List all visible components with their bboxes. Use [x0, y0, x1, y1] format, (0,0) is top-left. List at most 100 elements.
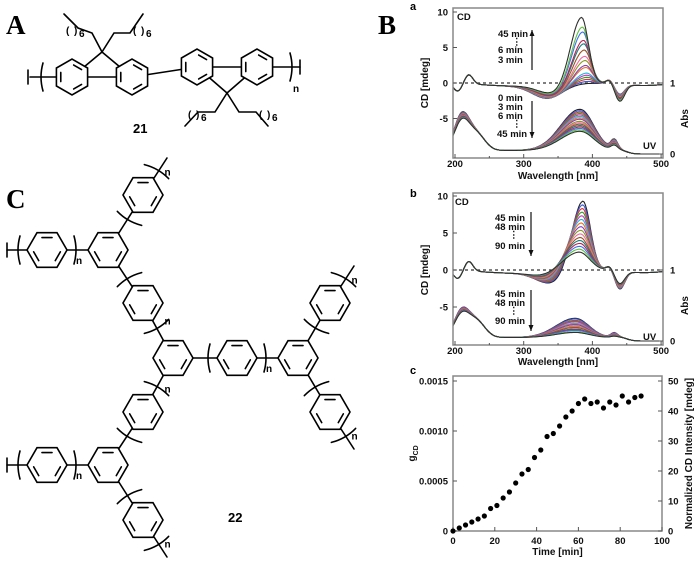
chain-bracket: ) — [267, 110, 270, 121]
cd-label: CD — [457, 12, 471, 23]
time-annotation: 6 min — [498, 111, 523, 122]
x-tick-label: 20 — [490, 536, 501, 547]
hexyl-chain — [184, 92, 228, 127]
data-point-90min — [638, 393, 644, 399]
x-axis-title: Time [min] — [532, 547, 582, 558]
y-tick-label: 0 — [443, 79, 448, 90]
x-tick-label: 80 — [615, 536, 626, 547]
time-annotation: ⋮ — [509, 230, 519, 241]
x-tick-label: 0 — [450, 536, 455, 547]
double-bond — [128, 413, 136, 424]
open-bracket — [116, 427, 143, 444]
cd-curve-72min — [453, 233, 663, 287]
data-point-66min — [588, 400, 594, 407]
repeat-n-label: n — [165, 385, 171, 396]
curves-group — [453, 16, 663, 155]
data-point-78min — [613, 402, 619, 408]
data-point-24min — [500, 495, 506, 501]
data-point-48min — [550, 430, 556, 437]
double-bond — [93, 466, 101, 477]
open-bracket — [40, 62, 44, 92]
double-bond — [222, 359, 230, 370]
compound-label-21: 21 — [133, 121, 147, 136]
time-annotation: ⋮ — [512, 37, 522, 48]
chain-length-subscript: 6 — [79, 29, 85, 40]
x-tick-label: 200 — [447, 159, 463, 170]
close-bracket — [143, 163, 170, 180]
double-bond — [257, 73, 268, 80]
x-axis-title: Wavelength [nm] — [518, 357, 598, 368]
chain-bracket: ) — [196, 110, 199, 121]
y2-tick-label: 30 — [668, 437, 679, 448]
open-bracket — [17, 450, 21, 480]
y-tick-label: -5 — [440, 114, 449, 125]
data-point-12min — [475, 516, 481, 522]
y-tick-label: 0.0010 — [419, 427, 448, 438]
double-bond — [72, 64, 83, 71]
x-tick-label: 300 — [516, 346, 532, 357]
double-bond — [337, 413, 345, 424]
repeat-n-label: n — [165, 168, 171, 179]
repeat-n-label: n — [293, 84, 299, 95]
uv-curve-45min — [453, 306, 663, 342]
time-annotation: 90 min — [495, 316, 525, 327]
data-point-54min — [563, 414, 569, 420]
y2-axis-title: Abs — [680, 109, 691, 128]
double-bond — [150, 196, 158, 207]
data-point-63min — [582, 396, 588, 402]
time-annotation: 3 min — [498, 55, 523, 66]
y-tick-label: 5 — [443, 43, 449, 54]
time-annotation: 45 min — [495, 289, 525, 300]
uv-curve-24min — [453, 114, 663, 155]
data-point-72min — [600, 405, 607, 411]
y2-axis-title: Abs — [680, 296, 691, 315]
y2-axis-title: Normalized CD Intensity [mdeg] — [684, 378, 695, 529]
chain-bracket: ) — [74, 26, 77, 37]
time-annotation: 48 min — [495, 298, 525, 309]
uv-label: UV — [643, 141, 657, 152]
double-bond — [158, 359, 166, 370]
data-point-81min — [619, 393, 625, 399]
open-bracket — [116, 210, 143, 227]
x-tick-label: 400 — [584, 159, 600, 170]
x-tick-label: 500 — [653, 159, 669, 170]
arrow-head-icon — [528, 250, 534, 256]
time-annotation: 3 min — [498, 102, 523, 113]
data-point-33min — [519, 471, 525, 477]
y-tick-label: 0.0005 — [419, 477, 449, 488]
hexyl-chain — [101, 13, 144, 53]
chain-bracket: ( — [133, 26, 137, 37]
data-point-84min — [625, 399, 632, 405]
double-bond — [132, 83, 143, 90]
double-bond — [180, 359, 188, 370]
double-bond — [305, 359, 313, 370]
y2-tick-label: 50 — [668, 377, 679, 388]
cd-curve-78min — [453, 239, 663, 286]
data-point-6min — [462, 522, 469, 528]
y-tick-label: 5 — [443, 229, 449, 240]
panel-label-c: C — [6, 184, 26, 214]
cd-label: CD — [455, 197, 469, 208]
data-point-87min — [632, 394, 638, 401]
y2-tick-label: 1 — [670, 79, 676, 90]
double-bond — [132, 64, 143, 71]
data-point-39min — [531, 454, 538, 461]
x-tick-label: 200 — [447, 346, 463, 357]
x-tick-label: 300 — [516, 159, 532, 170]
y2-tick-label: 40 — [668, 407, 679, 418]
data-point-30min — [513, 480, 519, 486]
time-annotation: 48 min — [495, 222, 525, 233]
y-tick-label: 0 — [443, 266, 448, 277]
data-point-45min — [544, 433, 550, 440]
y-tick-label: 10 — [437, 8, 448, 19]
double-bond — [128, 304, 136, 315]
y2-tick-label: 0 — [670, 150, 675, 161]
data-point-9min — [469, 519, 475, 525]
double-bond — [128, 521, 136, 532]
x-tick-label: 400 — [584, 346, 600, 357]
hexyl-chain — [226, 92, 269, 127]
double-bond — [54, 251, 62, 262]
